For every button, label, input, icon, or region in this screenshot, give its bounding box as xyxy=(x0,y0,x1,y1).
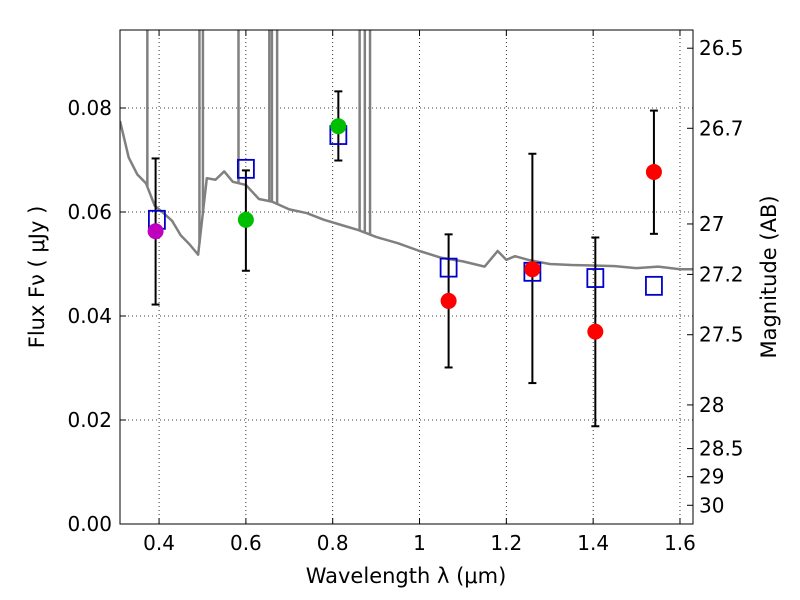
observed-flux-point xyxy=(440,292,457,309)
right-tick-label: 27 xyxy=(699,212,724,236)
y-tick-label: 0.04 xyxy=(67,304,112,328)
marker-layer xyxy=(147,90,663,428)
observed-flux-point xyxy=(587,323,604,340)
x-tick-label: 0.4 xyxy=(143,531,175,555)
right-tick-label: 26.5 xyxy=(699,36,744,60)
x-tick-label: 1.4 xyxy=(577,531,609,555)
y-tick-label: 0.00 xyxy=(67,512,112,536)
model-photometry-square xyxy=(439,257,458,278)
observed-flux-point xyxy=(237,211,254,228)
x-tick-label: 1.2 xyxy=(490,531,522,555)
model-spectrum-layer xyxy=(120,30,693,271)
right-tick-label: 26.7 xyxy=(699,116,744,140)
y-tick-label: 0.08 xyxy=(67,96,112,120)
model-spectrum-line xyxy=(120,120,693,271)
model-photometry-square xyxy=(236,158,255,179)
model-photometry-square xyxy=(586,268,605,288)
x-axis-label: Wavelength λ (μm) xyxy=(306,564,507,588)
right-tick-label: 30 xyxy=(699,493,724,517)
observed-flux-point xyxy=(524,261,541,278)
axis-ticks: 0.4 0.6 0.8 1 1.2 1.4 1.6 0.00 0.02 0.04 0.06 0.08 2… xyxy=(67,30,744,555)
x-tick-label: 1 xyxy=(413,531,426,555)
right-axis-label: Magnitude (AB) xyxy=(757,195,781,358)
right-tick-label: 28.5 xyxy=(699,437,744,461)
model-photometry-square xyxy=(645,275,663,296)
x-tick-label: 1.6 xyxy=(664,531,696,555)
y-tick-label: 0.06 xyxy=(67,200,112,224)
right-tick-label: 28 xyxy=(699,393,724,417)
observed-flux-point xyxy=(330,118,347,135)
plot-frame xyxy=(119,29,694,525)
x-tick-label: 0.8 xyxy=(317,531,349,555)
y-tick-label: 0.02 xyxy=(67,408,112,432)
observed-flux-point xyxy=(147,223,164,240)
right-tick-label: 27.2 xyxy=(699,262,744,286)
right-tick-label: 27.5 xyxy=(699,323,744,347)
right-tick-label: 29 xyxy=(699,465,724,489)
y-axis-label: Flux Fν ( μJy ) xyxy=(25,206,49,349)
observed-flux-point xyxy=(645,163,662,180)
x-tick-label: 0.6 xyxy=(230,531,262,555)
